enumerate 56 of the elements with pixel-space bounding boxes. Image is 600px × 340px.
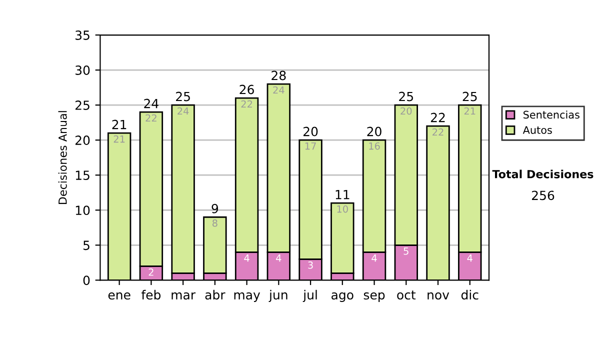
y-tick-label: 30 [76,66,90,75]
data-label: 3 [308,261,313,269]
x-tick-label: may [234,292,260,302]
data-label: 16 [369,142,380,150]
total-label: 20 [367,126,382,136]
data-label: 21 [464,107,476,115]
total-label: 9 [212,204,218,214]
data-label: 4 [467,254,472,262]
data-label: 2 [148,268,154,276]
data-label: 22 [432,128,444,136]
total-label: 22 [430,112,445,122]
data-label: 22 [241,100,252,108]
data-label: 17 [305,142,316,150]
x-tick-label: ago [332,292,354,302]
total-label: 24 [144,98,158,108]
y-tick-label: 5 [83,240,90,250]
legend-label: Autos [522,126,552,134]
x-tick-label: jun [268,290,288,302]
total-label: 25 [176,92,190,102]
data-label: 8 [212,219,218,227]
total-label: 11 [336,190,350,200]
total-label: 25 [399,92,413,102]
data-label: 5 [404,248,408,255]
data-label: 22 [146,114,156,122]
x-tick-label: mar [172,292,196,300]
x-tick-label: sep [364,292,385,302]
text: 256 [532,190,554,200]
y-axis-title: Decisiones Anual [58,111,67,204]
y-tick-label: 0 [83,276,90,286]
x-tick-label: dic [461,290,478,300]
y-tick-label: 10 [76,206,90,216]
legend-label: Sentencias [524,110,580,119]
data-label: 20 [400,107,412,115]
data-label: 10 [337,205,348,213]
total-label: 28 [272,70,286,80]
x-tick-label: ene [108,292,130,300]
total-label: 21 [112,120,126,130]
x-tick-label: abr [205,290,226,300]
y-tick-label: 15 [76,170,90,180]
y-tick-label: 35 [76,30,90,40]
x-tick-label: jul [302,290,317,302]
data-label: 4 [372,254,377,262]
data-label: 24 [178,107,189,115]
x-tick-label: oct [397,290,416,300]
text: Total Decisiones [492,170,594,178]
x-tick-label: nov [428,292,450,300]
x-tick-label: feb [141,290,161,300]
data-label: 4 [244,254,250,262]
data-label: 24 [273,86,284,94]
total-label: 20 [303,126,318,136]
y-tick-label: 20 [75,136,90,146]
data-label: 4 [276,254,282,262]
total-label: 26 [240,84,254,94]
total-label: 25 [462,92,477,102]
data-label: 21 [114,135,125,143]
y-tick-label: 25 [75,100,90,110]
